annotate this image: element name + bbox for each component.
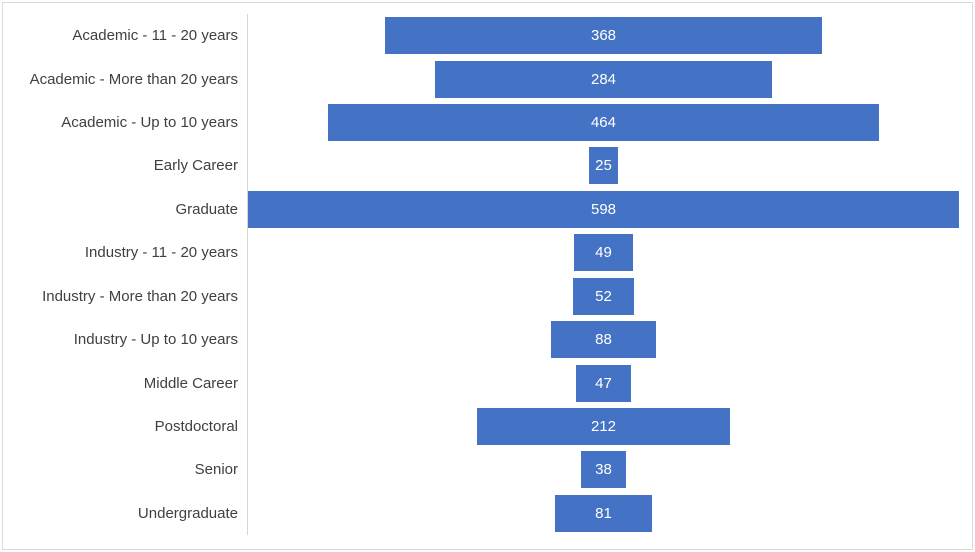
category-label: Middle Career: [143, 374, 238, 392]
category-label: Industry - Up to 10 years: [73, 331, 238, 349]
bar: 38: [580, 451, 627, 489]
plot-area-cell: 25: [247, 144, 959, 188]
value-label: 25: [595, 157, 612, 175]
category-label: Undergraduate: [137, 504, 238, 522]
chart-row: Postdoctoral 212: [0, 404, 959, 449]
category-label: Academic - Up to 10 years: [61, 114, 238, 132]
bar: 284: [434, 60, 773, 98]
chart-row: Academic - 11 - 20 years 368: [0, 14, 959, 58]
plot-area-cell: 47: [247, 361, 959, 405]
plot-area-cell: 52: [247, 274, 959, 318]
plot-area-cell: 38: [247, 448, 959, 492]
chart-row: Industry - More than 20 years 52: [0, 274, 959, 318]
value-label: 464: [590, 114, 616, 132]
chart-row: Academic - Up to 10 years 464: [0, 100, 959, 145]
bar: 52: [572, 277, 635, 315]
plot-area-cell: 368: [247, 14, 959, 58]
value-label: 38: [595, 461, 612, 479]
bar: 88: [551, 321, 656, 359]
value-label: 88: [595, 331, 612, 349]
chart-row: Undergraduate 81: [0, 491, 959, 536]
plot-area-cell: 212: [247, 404, 959, 449]
chart-row: Early Career 25: [0, 144, 959, 188]
plot-area-cell: 81: [247, 491, 959, 536]
bar: 49: [574, 234, 633, 272]
bar: 25: [588, 147, 619, 185]
bar: 598: [248, 190, 959, 228]
plot-area-cell: 49: [247, 231, 959, 275]
value-label: 49: [595, 244, 612, 262]
plot-area-cell: 464: [247, 100, 959, 145]
value-label: 284: [590, 70, 617, 88]
value-label: 368: [590, 27, 617, 45]
value-label: 81: [595, 504, 612, 522]
bar: 212: [477, 408, 730, 445]
funnel-bar-chart: Academic - 11 - 20 years 368 Academic - …: [0, 14, 959, 536]
chart-row: Academic - More than 20 years 284: [0, 57, 959, 101]
chart-row: Senior 38: [0, 448, 959, 492]
category-label: Senior: [194, 461, 238, 479]
plot-area-cell: 88: [247, 317, 959, 362]
category-label: Industry - More than 20 years: [42, 287, 238, 305]
bar: 368: [384, 17, 823, 55]
chart-row: Graduate 598: [0, 187, 959, 232]
chart-row: Industry - 11 - 20 years 49: [0, 231, 959, 275]
chart-row: Middle Career 47: [0, 361, 959, 405]
value-label: 52: [595, 287, 612, 305]
value-label: 212: [590, 418, 616, 435]
value-label: 598: [590, 200, 617, 218]
category-label: Industry - 11 - 20 years: [84, 244, 238, 262]
bar: 47: [575, 364, 632, 402]
category-label: Postdoctoral: [154, 418, 238, 435]
plot-area-cell: 598: [247, 187, 959, 232]
bar: 464: [327, 104, 880, 142]
plot-area-cell: 284: [247, 57, 959, 101]
category-label: Graduate: [175, 200, 238, 218]
bar: 81: [555, 494, 652, 532]
category-label: Academic - 11 - 20 years: [72, 27, 238, 45]
chart-row: Industry - Up to 10 years 88: [0, 317, 959, 362]
category-label: Early Career: [153, 157, 238, 175]
value-label: 47: [595, 374, 612, 392]
category-label: Academic - More than 20 years: [29, 70, 238, 88]
